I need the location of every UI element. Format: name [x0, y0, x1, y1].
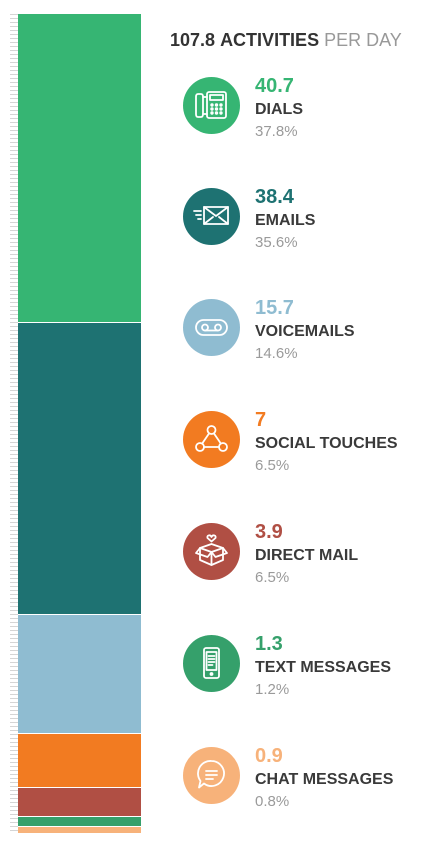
chat-bubble-icon	[183, 747, 240, 804]
phone-icon	[183, 77, 240, 134]
voicemails-value: 15.7	[255, 297, 294, 319]
bar-segment-direct-mail	[18, 787, 141, 818]
bar-segment-voicemails	[18, 615, 141, 735]
social-touches-percent: 6.5%	[255, 457, 290, 474]
gift-box-icon	[183, 523, 240, 580]
voicemail-icon	[183, 299, 240, 356]
text-messages-label: TEXT MESSAGES	[255, 659, 392, 676]
bar-segment-dials	[18, 14, 141, 324]
stacked-activity-bar	[18, 14, 141, 834]
dials-label: DIALS	[255, 101, 303, 118]
social-touches-label: SOCIAL TOUCHES	[255, 435, 398, 452]
envelope-icon	[183, 188, 240, 245]
dials-percent: 37.8%	[255, 123, 298, 140]
legend-item-voicemails: 15.7 VOICEMAILS 14.6%	[183, 297, 433, 369]
per-day-label: PER DAY	[324, 30, 402, 50]
bar-segment-emails	[18, 323, 141, 616]
total-activities: 107.8	[170, 30, 216, 50]
legend-item-dials: 40.7 DIALS 37.8%	[183, 75, 433, 147]
chat-messages-value: 0.9	[255, 745, 283, 767]
chat-messages-percent: 0.8%	[255, 793, 290, 810]
direct-mail-percent: 6.5%	[255, 569, 290, 586]
emails-label: EMAILS	[255, 212, 316, 229]
direct-mail-label: DIRECT MAIL	[255, 547, 359, 564]
emails-value: 38.4	[255, 186, 294, 208]
direct-mail-value: 3.9	[255, 521, 283, 543]
mobile-phone-icon	[183, 635, 240, 692]
legend-item-emails: 38.4 EMAILS 35.6%	[183, 186, 433, 258]
bar-segment-text-messages	[18, 817, 141, 828]
emails-percent: 35.6%	[255, 234, 298, 251]
legend-item-direct-mail: 3.9 DIRECT MAIL 6.5%	[183, 521, 433, 593]
legend-item-text-messages: 1.3 TEXT MESSAGES 1.2%	[183, 633, 433, 705]
dials-value: 40.7	[255, 75, 294, 97]
bar-ruler	[10, 14, 18, 834]
legend-item-chat-messages: 0.9 CHAT MESSAGES 0.8%	[183, 745, 433, 817]
page-title: 107.8 ACTIVITIES PER DAY	[170, 30, 402, 51]
activities-label: ACTIVITIES	[220, 30, 320, 50]
legend-item-social-touches: 7 SOCIAL TOUCHES 6.5%	[183, 409, 433, 481]
text-messages-percent: 1.2%	[255, 681, 290, 698]
voicemails-percent: 14.6%	[255, 345, 298, 362]
voicemails-label: VOICEMAILS	[255, 323, 355, 340]
chat-messages-label: CHAT MESSAGES	[255, 771, 394, 788]
text-messages-value: 1.3	[255, 633, 283, 655]
share-icon	[183, 411, 240, 468]
bar-segment-chat-messages	[18, 827, 141, 834]
bar-segment-social-touches	[18, 734, 141, 788]
social-touches-value: 7	[255, 409, 267, 431]
